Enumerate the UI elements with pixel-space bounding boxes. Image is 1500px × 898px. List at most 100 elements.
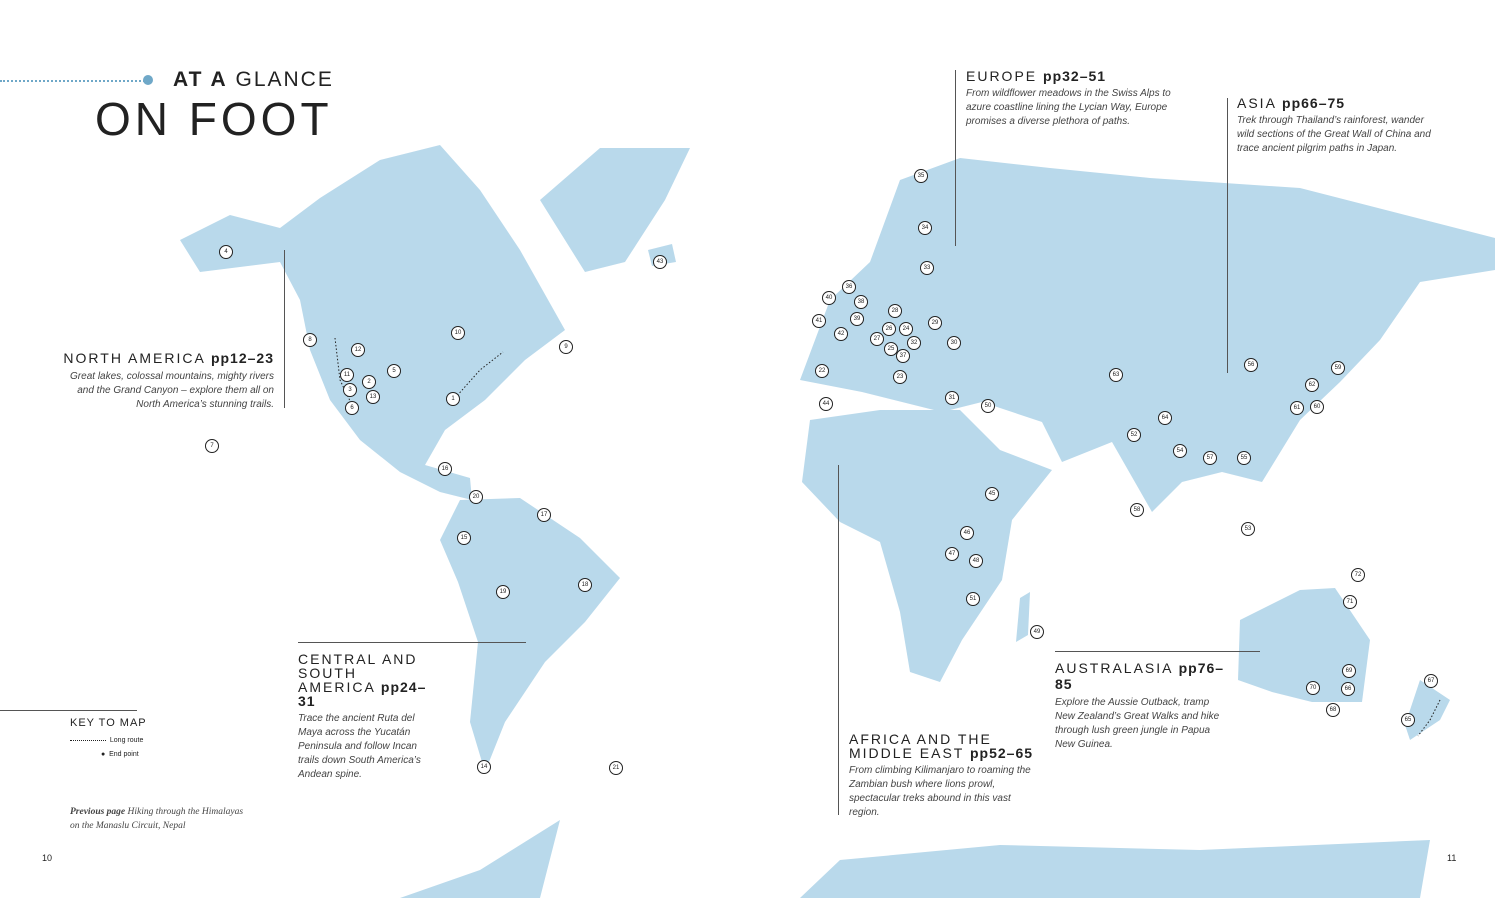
map-marker-69[interactable]: 69 [1342,664,1356,678]
map-marker-36[interactable]: 36 [842,280,856,294]
north-america [180,145,565,500]
map-marker-70[interactable]: 70 [1306,681,1320,695]
map-marker-59[interactable]: 59 [1331,361,1345,375]
map-marker-47[interactable]: 47 [945,547,959,561]
map-marker-68[interactable]: 68 [1326,703,1340,717]
australasia-leader [1055,651,1260,652]
region-pages[interactable]: pp24–31 [298,679,427,709]
map-marker-55[interactable]: 55 [1237,451,1251,465]
caption-text: Hiking through the Himalayas on the Mana… [70,807,244,831]
map-marker-30[interactable]: 30 [947,336,961,350]
region-text: Explore the Aussie Outback, tramp New Ze… [1055,697,1220,750]
region-text: Trek through Thailand’s rainforest, wand… [1237,115,1431,154]
map-marker-48[interactable]: 48 [969,554,983,568]
map-marker-5[interactable]: 5 [387,364,401,378]
key-end-point-label: End point [109,751,139,758]
map-marker-39[interactable]: 39 [850,312,864,326]
map-marker-6[interactable]: 6 [345,401,359,415]
map-marker-44[interactable]: 44 [819,397,833,411]
map-marker-29[interactable]: 29 [928,316,942,330]
map-marker-1[interactable]: 1 [446,392,460,406]
map-marker-25[interactable]: 25 [884,342,898,356]
map-marker-71[interactable]: 71 [1343,595,1357,609]
map-marker-19[interactable]: 19 [496,585,510,599]
map-marker-37[interactable]: 37 [896,349,910,363]
region-pages[interactable]: pp12–23 [210,350,274,366]
map-marker-60[interactable]: 60 [1310,400,1324,414]
map-marker-62[interactable]: 62 [1305,378,1319,392]
map-marker-40[interactable]: 40 [822,291,836,305]
map-marker-12[interactable]: 12 [351,343,365,357]
map-marker-49[interactable]: 49 [1030,625,1044,639]
long-route-at [454,351,504,399]
map-marker-41[interactable]: 41 [812,314,826,328]
map-marker-8[interactable]: 8 [303,333,317,347]
region-pages[interactable]: pp66–75 [1282,95,1346,111]
map-marker-31[interactable]: 31 [945,391,959,405]
map-marker-28[interactable]: 28 [888,304,902,318]
map-marker-53[interactable]: 53 [1241,522,1255,536]
region-pages[interactable]: pp76–85 [1055,660,1225,692]
map-marker-66[interactable]: 66 [1341,682,1355,696]
region-pages[interactable]: pp52–65 [970,745,1034,761]
map-marker-27[interactable]: 27 [870,332,884,346]
key-long-route: Long route [70,737,143,744]
map-marker-24[interactable]: 24 [899,322,913,336]
map-marker-33[interactable]: 33 [920,261,934,275]
map-marker-4[interactable]: 4 [219,245,233,259]
key-end-point: ● End point [101,751,139,758]
map-marker-50[interactable]: 50 [981,399,995,413]
region-text: Great lakes, colossal mountains, mighty … [70,371,274,410]
map-marker-45[interactable]: 45 [985,487,999,501]
map-marker-16[interactable]: 16 [438,462,452,476]
map-marker-2[interactable]: 2 [362,375,376,389]
map-marker-65[interactable]: 65 [1401,713,1415,727]
map-marker-46[interactable]: 46 [960,526,974,540]
region-heading: ASIA [1237,95,1277,111]
map-marker-11[interactable]: 11 [340,368,354,382]
map-marker-10[interactable]: 10 [451,326,465,340]
map-marker-14[interactable]: 14 [477,760,491,774]
map-marker-54[interactable]: 54 [1173,444,1187,458]
map-marker-18[interactable]: 18 [578,578,592,592]
map-marker-56[interactable]: 56 [1244,358,1258,372]
key-rule [0,710,137,711]
map-marker-38[interactable]: 38 [854,295,868,309]
map-marker-51[interactable]: 51 [966,592,980,606]
caption-bold: Previous page [70,807,126,817]
map-marker-7[interactable]: 7 [205,439,219,453]
map-marker-64[interactable]: 64 [1158,411,1172,425]
map-marker-35[interactable]: 35 [914,169,928,183]
map-marker-58[interactable]: 58 [1130,503,1144,517]
map-marker-52[interactable]: 52 [1127,428,1141,442]
map-marker-34[interactable]: 34 [918,221,932,235]
map-marker-3[interactable]: 3 [343,383,357,397]
map-marker-67[interactable]: 67 [1424,674,1438,688]
region-heading: NORTH AMERICA [63,350,206,366]
map-marker-43[interactable]: 43 [653,255,667,269]
map-marker-9[interactable]: 9 [559,340,573,354]
map-marker-42[interactable]: 42 [834,327,848,341]
map-marker-21[interactable]: 21 [609,761,623,775]
map-marker-13[interactable]: 13 [366,390,380,404]
kicker-rest: GLANCE [235,68,334,91]
map-marker-61[interactable]: 61 [1290,401,1304,415]
map-marker-15[interactable]: 15 [457,531,471,545]
map-marker-32[interactable]: 32 [907,336,921,350]
map-marker-63[interactable]: 63 [1109,368,1123,382]
australia [1238,588,1370,702]
map-marker-17[interactable]: 17 [537,508,551,522]
map-marker-57[interactable]: 57 [1203,451,1217,465]
region-north-america: NORTH AMERICA pp12–23 Great lakes, colos… [60,350,274,412]
region-pages[interactable]: pp32–51 [1043,68,1107,84]
antarctica [800,840,1430,898]
map-marker-22[interactable]: 22 [815,364,829,378]
map-marker-23[interactable]: 23 [893,370,907,384]
photo-caption: Previous page Hiking through the Himalay… [70,805,250,833]
map-marker-26[interactable]: 26 [882,322,896,336]
map-marker-20[interactable]: 20 [469,490,483,504]
map-marker-72[interactable]: 72 [1351,568,1365,582]
region-text: From wildflower meadows in the Swiss Alp… [966,88,1171,127]
region-heading: CENTRAL AND SOUTH AMERICA [298,651,418,695]
